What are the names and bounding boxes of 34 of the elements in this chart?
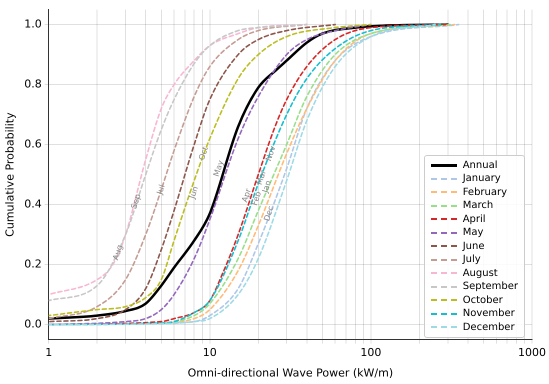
legend-label: April bbox=[462, 212, 486, 226]
legend-label: July bbox=[462, 253, 481, 266]
legend-label: June bbox=[462, 240, 484, 253]
annotation: Oct bbox=[197, 146, 210, 162]
legend-label: February bbox=[462, 186, 508, 199]
annotation: Aug bbox=[111, 244, 124, 262]
x-tick-label: 1 bbox=[45, 346, 52, 360]
legend-label: October bbox=[462, 294, 503, 307]
annotation: May bbox=[212, 158, 226, 178]
annotation: Jul bbox=[154, 183, 167, 196]
annotation: Sep bbox=[129, 192, 143, 210]
x-tick-label: 1000 bbox=[518, 346, 546, 360]
annotation: Nov bbox=[264, 144, 278, 162]
y-tick-label: 1.0 bbox=[24, 17, 42, 30]
x-axis-title: Omni-directional Wave Power (kW/m) bbox=[188, 366, 394, 380]
legend-label: November bbox=[462, 307, 515, 320]
y-tick-label: 0.6 bbox=[24, 137, 42, 150]
legend-label: August bbox=[462, 266, 498, 280]
annotation: Jun bbox=[187, 185, 200, 201]
y-tick-label: 0.2 bbox=[24, 257, 42, 270]
x-tick-label: 100 bbox=[360, 346, 382, 360]
legend-label: January bbox=[462, 172, 501, 186]
y-tick-label: 0.8 bbox=[24, 77, 42, 90]
legend-label: December bbox=[462, 320, 515, 334]
legend-label: September bbox=[462, 280, 518, 294]
annotation: Dec bbox=[262, 204, 276, 222]
x-tick-label: 10 bbox=[202, 346, 217, 360]
legend-label: May bbox=[462, 226, 484, 240]
annotation: Feb bbox=[250, 190, 263, 207]
legend-label: March bbox=[462, 199, 494, 212]
y-tick-label: 0.0 bbox=[24, 317, 42, 330]
y-axis-title: Cumulative Probability bbox=[3, 112, 16, 237]
legend-label: Annual bbox=[462, 158, 498, 172]
y-tick-label: 0.4 bbox=[24, 197, 42, 210]
